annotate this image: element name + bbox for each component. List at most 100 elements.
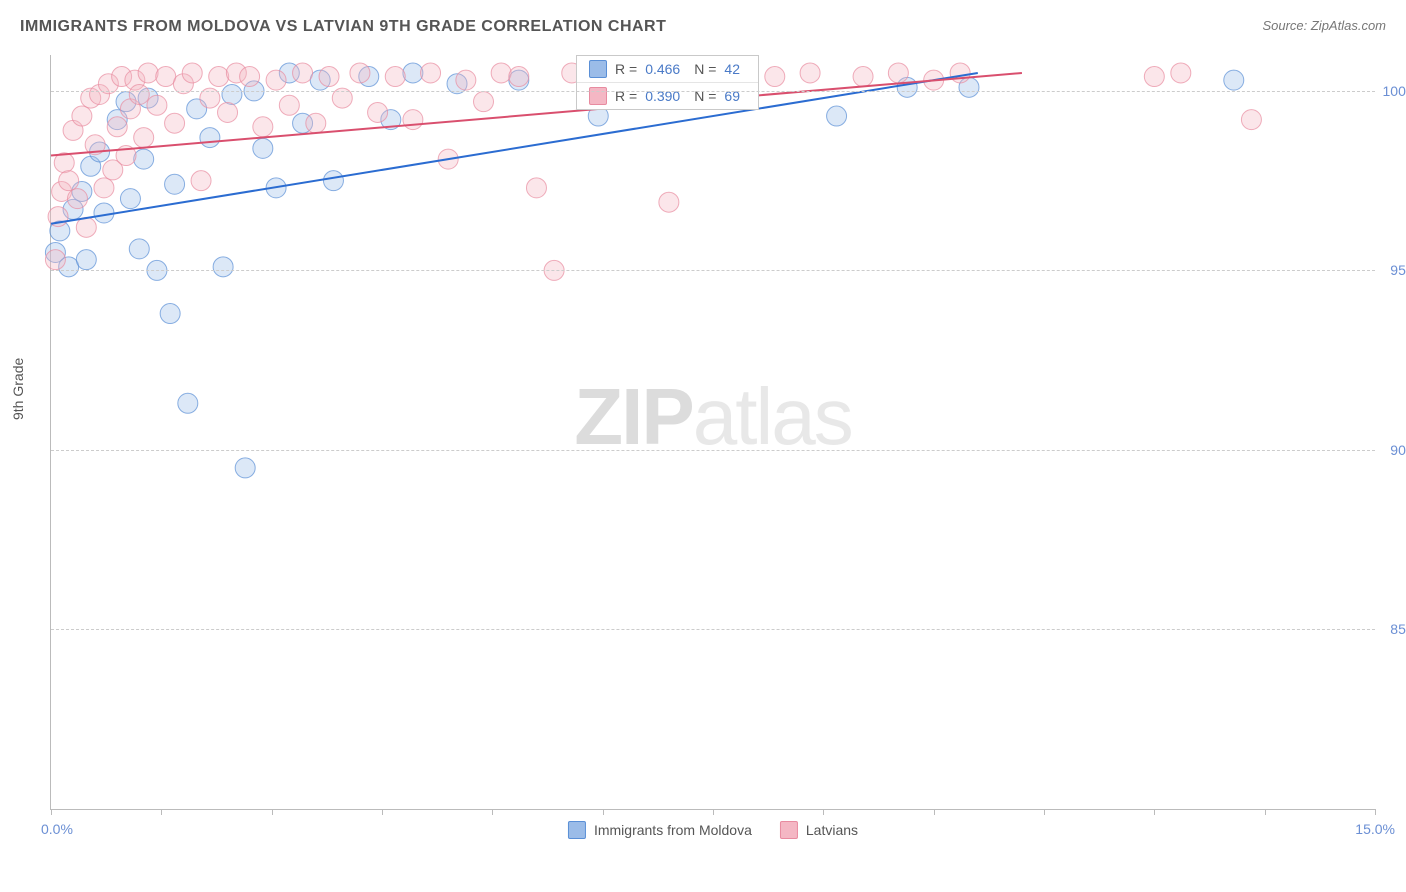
data-point xyxy=(403,63,423,83)
y-tick-label: 85.0% xyxy=(1380,621,1406,637)
series-legend: Immigrants from Moldova Latvians xyxy=(568,821,858,839)
data-point xyxy=(266,70,286,90)
data-point xyxy=(67,189,87,209)
x-tick xyxy=(603,809,604,815)
swatch-latvians xyxy=(589,87,607,105)
x-tick xyxy=(272,809,273,815)
data-point xyxy=(350,63,370,83)
data-point xyxy=(59,171,79,191)
data-point xyxy=(94,203,114,223)
data-point xyxy=(306,113,326,133)
data-point xyxy=(456,70,476,90)
x-tick xyxy=(1044,809,1045,815)
legend-row-latvians: R = 0.390 N = 69 xyxy=(577,82,758,109)
swatch-moldova xyxy=(589,60,607,78)
chart-svg xyxy=(51,55,1375,809)
gridline xyxy=(51,629,1375,630)
x-tick xyxy=(1154,809,1155,815)
data-point xyxy=(165,174,185,194)
data-point xyxy=(156,67,176,87)
data-point xyxy=(950,63,970,83)
x-tick xyxy=(51,809,52,815)
data-point xyxy=(421,63,441,83)
data-point xyxy=(800,63,820,83)
x-tick xyxy=(823,809,824,815)
data-point xyxy=(385,67,405,87)
data-point xyxy=(253,117,273,137)
legend-label-latvians: Latvians xyxy=(806,822,858,838)
data-point xyxy=(147,95,167,115)
data-point xyxy=(235,458,255,478)
x-max-label: 15.0% xyxy=(1355,821,1395,837)
source-attribution: Source: ZipAtlas.com xyxy=(1262,18,1386,33)
legend-row-moldova: R = 0.466 N = 42 xyxy=(577,56,758,82)
n-value-moldova: 42 xyxy=(724,61,740,77)
data-point xyxy=(1171,63,1191,83)
data-point xyxy=(45,250,65,270)
x-tick xyxy=(382,809,383,815)
data-point xyxy=(138,63,158,83)
data-point xyxy=(134,128,154,148)
data-point xyxy=(165,113,185,133)
data-point xyxy=(120,189,140,209)
data-point xyxy=(240,67,260,87)
data-point xyxy=(134,149,154,169)
y-tick-label: 100.0% xyxy=(1380,83,1406,99)
plot-area: ZIPatlas R = 0.466 N = 42 R = 0.390 N = … xyxy=(50,55,1375,810)
data-point xyxy=(72,106,92,126)
data-point xyxy=(222,84,242,104)
y-tick-label: 95.0% xyxy=(1380,262,1406,278)
y-axis-label: 9th Grade xyxy=(10,358,26,420)
x-tick xyxy=(934,809,935,815)
data-point xyxy=(129,84,149,104)
data-point xyxy=(107,117,127,137)
x-tick xyxy=(1265,809,1266,815)
data-point xyxy=(178,393,198,413)
gridline xyxy=(51,91,1375,92)
r-label: R = xyxy=(615,61,637,77)
data-point xyxy=(474,92,494,112)
data-point xyxy=(659,192,679,212)
data-point xyxy=(1144,67,1164,87)
gridline xyxy=(51,270,1375,271)
data-point xyxy=(888,63,908,83)
x-tick xyxy=(492,809,493,815)
data-point xyxy=(76,250,96,270)
gridline xyxy=(51,450,1375,451)
data-point xyxy=(1224,70,1244,90)
y-tick-label: 90.0% xyxy=(1380,442,1406,458)
data-point xyxy=(279,95,299,115)
x-tick xyxy=(713,809,714,815)
data-point xyxy=(491,63,511,83)
data-point xyxy=(293,63,313,83)
trendline xyxy=(51,73,978,224)
data-point xyxy=(827,106,847,126)
correlation-legend: R = 0.466 N = 42 R = 0.390 N = 69 xyxy=(576,55,759,110)
data-point xyxy=(765,67,785,87)
x-tick xyxy=(161,809,162,815)
swatch-latvians-bottom xyxy=(780,821,798,839)
data-point xyxy=(218,102,238,122)
data-point xyxy=(213,257,233,277)
data-point xyxy=(526,178,546,198)
legend-label-moldova: Immigrants from Moldova xyxy=(594,822,752,838)
data-point xyxy=(200,128,220,148)
data-point xyxy=(182,63,202,83)
data-point xyxy=(403,110,423,130)
x-min-label: 0.0% xyxy=(41,821,73,837)
data-point xyxy=(368,102,388,122)
data-point xyxy=(253,138,273,158)
swatch-moldova-bottom xyxy=(568,821,586,839)
data-point xyxy=(509,67,529,87)
legend-item-latvians: Latvians xyxy=(780,821,858,839)
x-tick xyxy=(1375,809,1376,815)
data-point xyxy=(1241,110,1261,130)
legend-item-moldova: Immigrants from Moldova xyxy=(568,821,752,839)
chart-title: IMMIGRANTS FROM MOLDOVA VS LATVIAN 9TH G… xyxy=(20,18,666,35)
data-point xyxy=(94,178,114,198)
data-point xyxy=(323,171,343,191)
data-point xyxy=(129,239,149,259)
n-label: N = xyxy=(694,61,716,77)
r-value-moldova: 0.466 xyxy=(645,61,680,77)
data-point xyxy=(853,67,873,87)
